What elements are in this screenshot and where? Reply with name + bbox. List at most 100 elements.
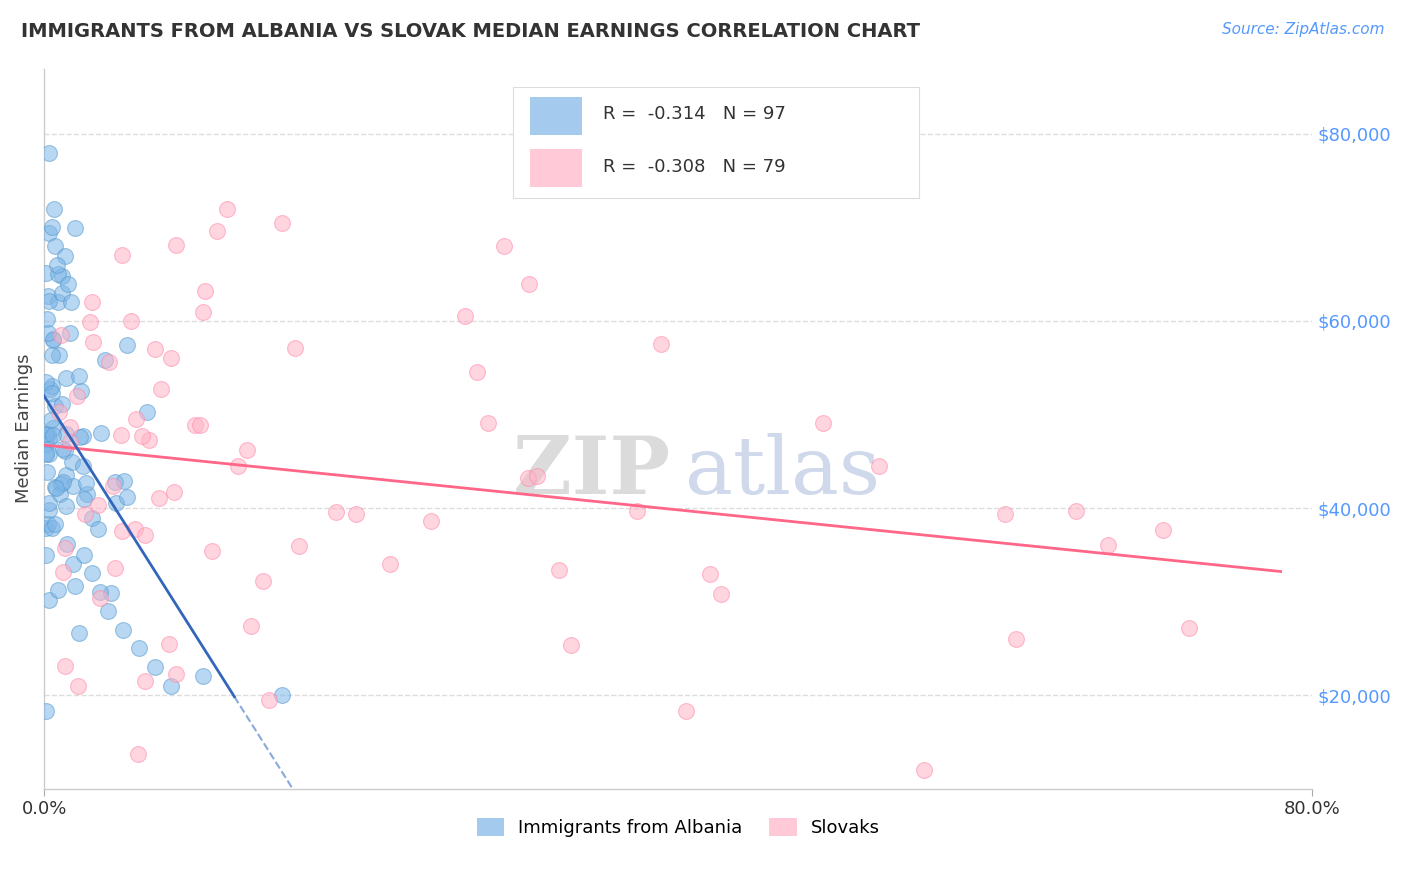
Point — [710, 587, 733, 601]
Point — [165, 667, 187, 681]
Point — [62, 478, 84, 492]
Point — [75, 475, 97, 490]
Point — [138, 433, 160, 447]
Point — [66, 389, 89, 403]
Point — [37, 466, 59, 480]
Point — [69, 384, 91, 399]
Point — [148, 491, 170, 505]
Point — [38, 432, 60, 446]
Point — [259, 693, 281, 707]
Point — [125, 412, 148, 426]
Point — [136, 405, 159, 419]
Point — [69, 430, 91, 444]
Point — [100, 586, 122, 600]
Point — [134, 674, 156, 689]
Point — [626, 504, 648, 518]
Point — [44, 239, 66, 253]
Point — [80, 295, 103, 310]
Text: IMMIGRANTS FROM ALBANIA VS SLOVAK MEDIAN EARNINGS CORRELATION CHART: IMMIGRANTS FROM ALBANIA VS SLOVAK MEDIAN… — [21, 22, 920, 41]
Point — [104, 496, 127, 510]
Point — [143, 660, 166, 674]
Point — [87, 498, 110, 512]
Point — [271, 688, 294, 702]
Point — [55, 427, 77, 442]
Point — [62, 557, 84, 571]
Point — [38, 447, 60, 461]
Point — [1177, 621, 1199, 635]
Point — [86, 523, 108, 537]
Point — [66, 679, 89, 693]
Point — [110, 428, 132, 442]
Point — [67, 368, 90, 383]
Point — [41, 348, 63, 362]
Point — [868, 458, 890, 473]
Legend: Immigrants from Albania, Slovaks: Immigrants from Albania, Slovaks — [470, 811, 887, 845]
Point — [53, 541, 76, 556]
Point — [52, 475, 75, 489]
Point — [35, 266, 58, 280]
Point — [72, 458, 94, 473]
Point — [48, 348, 70, 362]
Point — [149, 382, 172, 396]
Text: atlas: atlas — [685, 433, 880, 511]
Point — [226, 459, 249, 474]
Point — [1005, 632, 1028, 646]
Point — [1152, 523, 1174, 537]
Point — [73, 507, 96, 521]
Point — [675, 704, 697, 718]
Point — [104, 560, 127, 574]
Point — [236, 443, 259, 458]
Point — [45, 481, 67, 495]
Point — [59, 420, 82, 434]
Point — [994, 508, 1017, 522]
Point — [51, 476, 73, 491]
Point — [191, 669, 214, 683]
Point — [89, 585, 111, 599]
Point — [101, 479, 124, 493]
Point — [89, 591, 111, 606]
Point — [37, 517, 59, 532]
Point — [165, 238, 187, 252]
Point — [35, 704, 58, 718]
Point — [191, 304, 214, 318]
Text: ZIP: ZIP — [513, 433, 671, 511]
Point — [41, 378, 63, 392]
Point — [548, 563, 571, 577]
Point — [252, 574, 274, 589]
Point — [59, 434, 82, 449]
Point — [37, 427, 59, 442]
Point — [37, 326, 59, 340]
Point — [420, 514, 443, 528]
Point — [38, 503, 60, 517]
Point — [42, 420, 65, 434]
Y-axis label: Median Earnings: Median Earnings — [15, 354, 32, 503]
Point — [650, 337, 672, 351]
Point — [41, 520, 63, 534]
Point — [188, 417, 211, 432]
Point — [55, 444, 77, 458]
Point — [811, 416, 834, 430]
Point — [160, 679, 183, 693]
Point — [560, 638, 582, 652]
Point — [157, 637, 180, 651]
Point — [112, 623, 135, 637]
Point — [380, 557, 402, 571]
Point — [143, 342, 166, 356]
Point — [912, 763, 935, 777]
Point — [163, 485, 186, 500]
Point — [52, 565, 75, 579]
Point — [59, 326, 82, 340]
Point — [519, 277, 541, 291]
Point — [82, 335, 104, 350]
Point — [128, 641, 150, 656]
Point — [38, 496, 60, 510]
Point — [60, 295, 83, 310]
Point — [1064, 504, 1087, 518]
Point — [526, 469, 548, 483]
Point — [477, 417, 499, 431]
Point — [51, 269, 73, 284]
Point — [344, 508, 367, 522]
Point — [55, 499, 77, 513]
Point — [288, 539, 311, 553]
Point — [42, 427, 65, 442]
